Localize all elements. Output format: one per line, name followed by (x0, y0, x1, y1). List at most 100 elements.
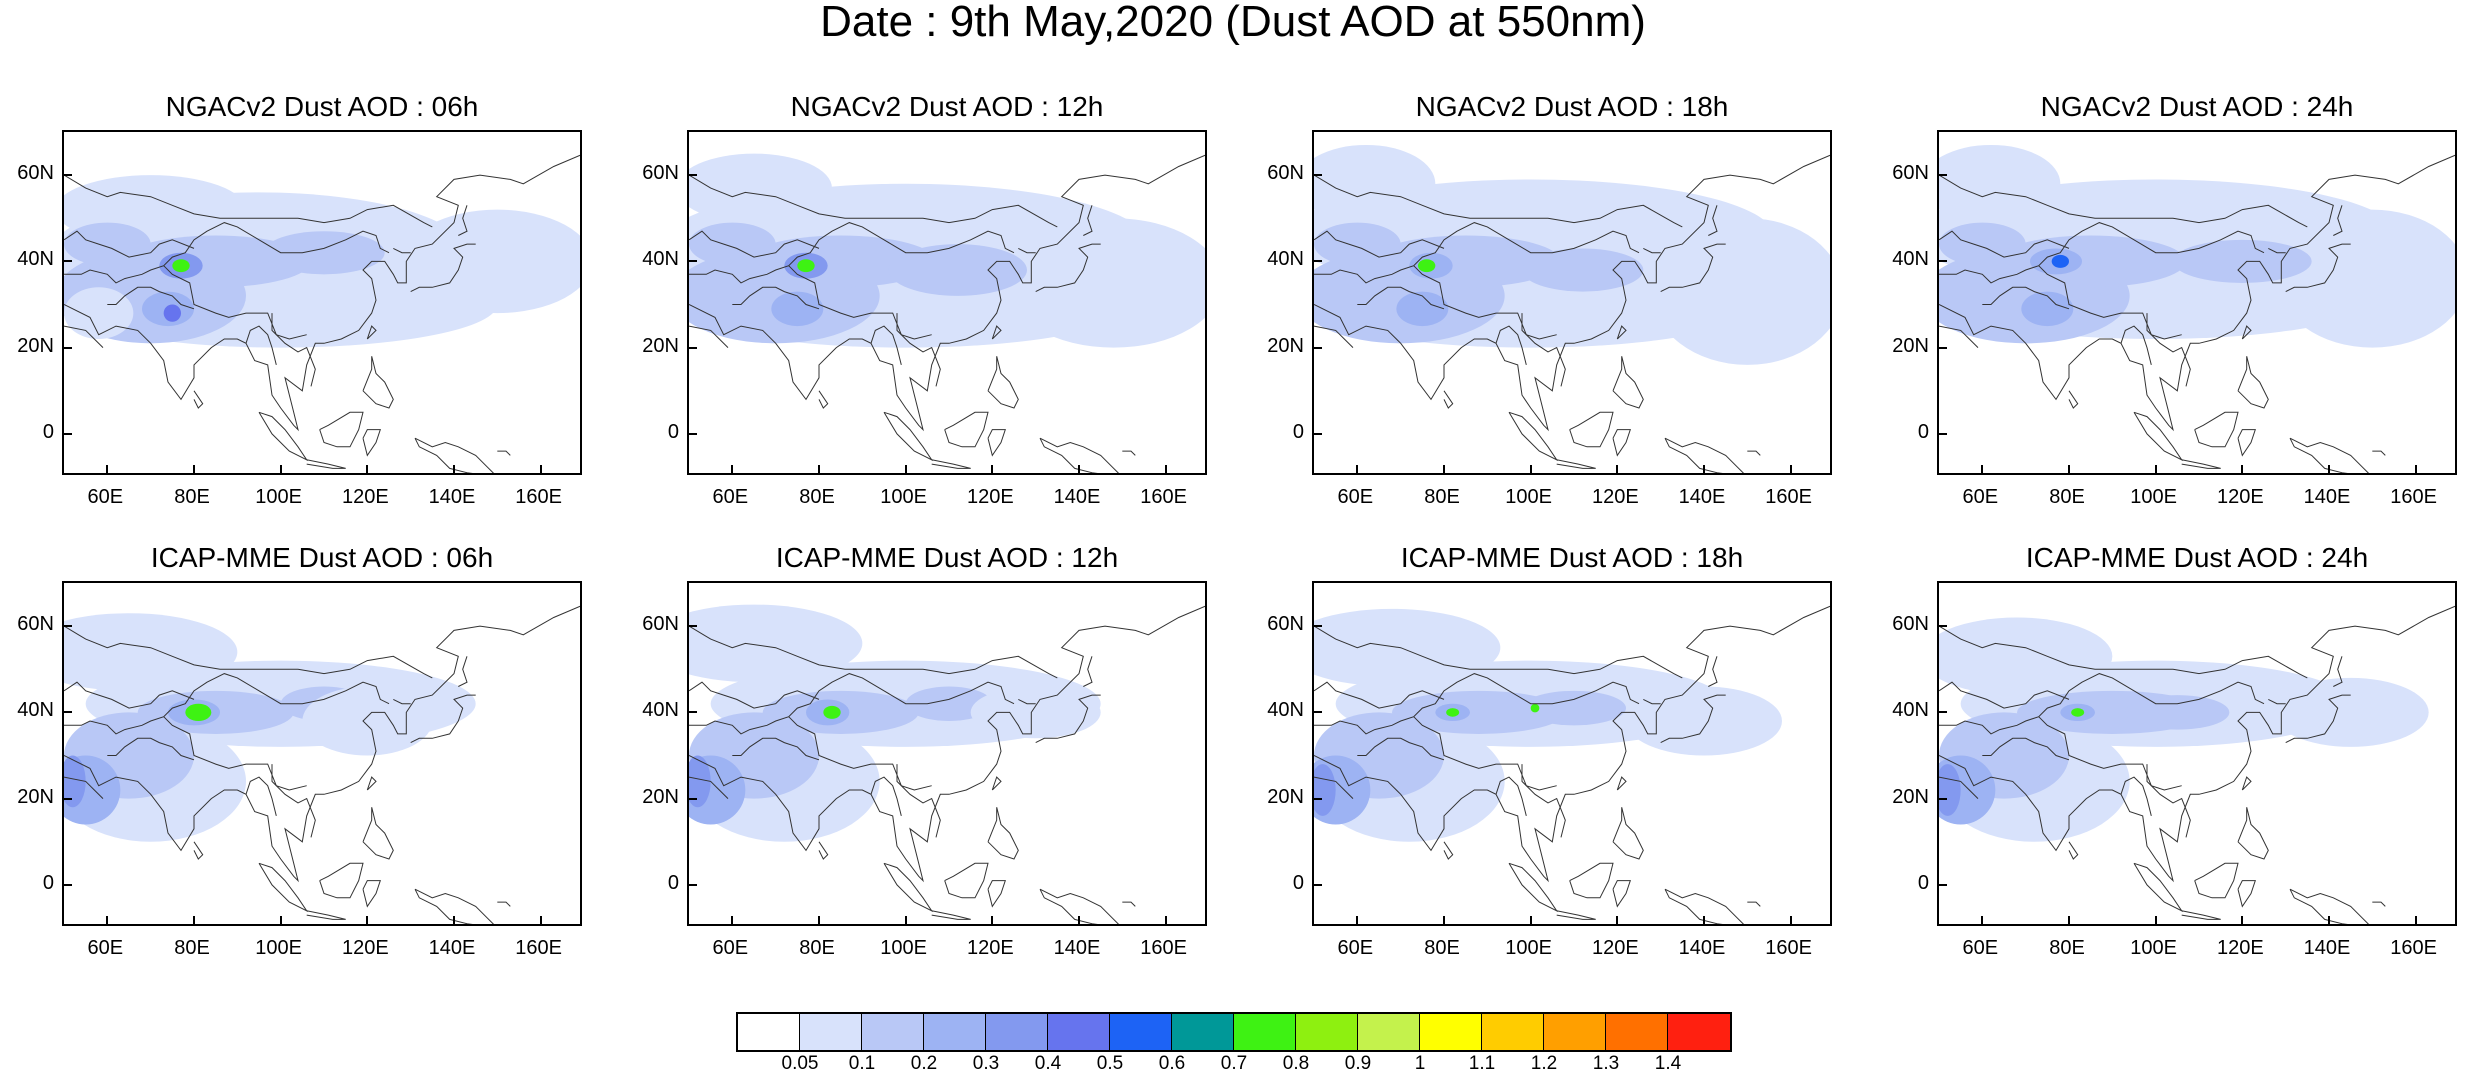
coastline (1357, 737, 1445, 761)
colorbar-label: 0.6 (1158, 1053, 1186, 1074)
x-tick-label: 100E (1505, 486, 1553, 508)
x-tick-label: 120E (2216, 486, 2264, 508)
coastline (64, 673, 390, 735)
x-tick-mark (1789, 465, 1792, 473)
coastline (1165, 472, 1167, 473)
coastline (1314, 605, 1830, 883)
coastline (1569, 862, 1614, 899)
y-tick-mark (1939, 432, 1947, 435)
x-tick-label: 100E (880, 937, 928, 959)
y-tick-label: 40N (642, 248, 679, 271)
coastline (362, 429, 381, 457)
y-tick-label: 60N (1267, 613, 1304, 636)
coastline (2333, 656, 2343, 687)
dust-plume (172, 259, 190, 273)
x-tick-label: 60E (1962, 486, 1999, 508)
x-tick-label: 80E (2049, 937, 2085, 959)
x-tick-mark (1616, 465, 1619, 473)
colorbar-label: 0.05 (781, 1053, 819, 1074)
coastline (2146, 764, 2191, 838)
coastline (458, 205, 468, 236)
x-tick-label: 100E (255, 486, 303, 508)
coastline (1708, 656, 1718, 687)
coastline (64, 776, 104, 799)
coastline (896, 313, 941, 387)
x-tick-label: 100E (1505, 937, 1553, 959)
x-tick-label: 140E (1053, 937, 1101, 959)
dust-aod-map (1314, 605, 1830, 924)
coastline (1314, 776, 1354, 799)
map-panel: ICAP-MME Dust AOD : 24h 60N 40N 20N 0 60E 80E 1… (1892, 543, 2457, 968)
x-tick-mark (991, 916, 994, 924)
x-tick-mark (366, 465, 369, 473)
coastline (732, 737, 820, 761)
coastline (1708, 205, 1718, 236)
x-tick-label: 80E (174, 486, 210, 508)
dust-plume (1418, 259, 1436, 273)
coastline (1018, 247, 1036, 254)
y-tick-mark (1314, 883, 1322, 886)
colorbar-label: 0.2 (910, 1053, 938, 1074)
x-tick-label: 80E (2049, 486, 2085, 508)
coastline (1939, 681, 2070, 709)
coastline (931, 910, 971, 920)
y-tick-mark (689, 432, 697, 435)
map-plot-area (687, 130, 1207, 475)
x-tick-mark (366, 916, 369, 924)
x-tick-mark (904, 916, 907, 924)
dust-plume (1995, 235, 2186, 288)
coastline (818, 390, 829, 409)
dust-plume (64, 287, 134, 339)
y-tick-mark (689, 711, 697, 714)
coastline (944, 411, 989, 448)
coastline (2133, 862, 2184, 913)
x-tick-label: 100E (2130, 937, 2178, 959)
x-tick-label: 60E (1962, 937, 1999, 959)
y-tick-label: 60N (1892, 613, 1929, 636)
x-tick-mark (2068, 916, 2070, 924)
x-tick-mark (818, 465, 820, 473)
coastline (788, 265, 932, 340)
coastline (1660, 694, 1726, 744)
coastline (1039, 437, 1120, 473)
x-tick-mark (106, 465, 109, 473)
coastline (64, 222, 390, 284)
x-tick-mark (2154, 916, 2157, 924)
y-tick-mark (64, 260, 72, 263)
dust-aod-map (64, 605, 580, 924)
coastline (1939, 230, 2070, 258)
panel-title: NGACv2 Dust AOD : 24h (2040, 91, 2354, 122)
colorbar-swatch (1668, 1014, 1730, 1050)
coastline (689, 222, 1015, 284)
dust-plume (1314, 764, 1336, 816)
coastline (193, 841, 204, 860)
coastline (732, 286, 820, 310)
panel-title: NGACv2 Dust AOD : 12h (790, 91, 1104, 122)
x-tick-label: 80E (1424, 486, 1460, 508)
x-tick-label: 140E (428, 486, 476, 508)
x-tick-mark (1789, 916, 1792, 924)
coastline (1314, 174, 1683, 228)
coastline (64, 605, 580, 883)
x-tick-label: 140E (2303, 937, 2351, 959)
dust-plume (302, 686, 433, 756)
panel-title: NGACv2 Dust AOD : 18h (1415, 91, 1729, 122)
dust-plume (64, 222, 151, 266)
x-tick-label: 160E (1765, 937, 1813, 959)
map-panel: NGACv2 Dust AOD : 18h 60N 40N 20N 0 60E 80E 100… (1267, 91, 1832, 517)
y-tick-mark (64, 432, 72, 435)
y-tick-mark (689, 797, 697, 800)
panel-title: ICAP-MME Dust AOD : 18h (1400, 542, 1744, 573)
y-tick-mark (1939, 174, 1947, 177)
coastline (1122, 450, 1136, 456)
coastline (896, 764, 941, 838)
coastline (689, 325, 729, 348)
x-tick-mark (453, 465, 455, 473)
x-tick-label: 120E (1591, 937, 1639, 959)
colorbar-label: 0.7 (1220, 1053, 1248, 1074)
coastline (1982, 286, 2070, 310)
coastline (410, 694, 476, 744)
x-tick-label: 120E (341, 486, 389, 508)
x-tick-label: 160E (2390, 486, 2438, 508)
x-tick-mark (1443, 465, 1445, 473)
